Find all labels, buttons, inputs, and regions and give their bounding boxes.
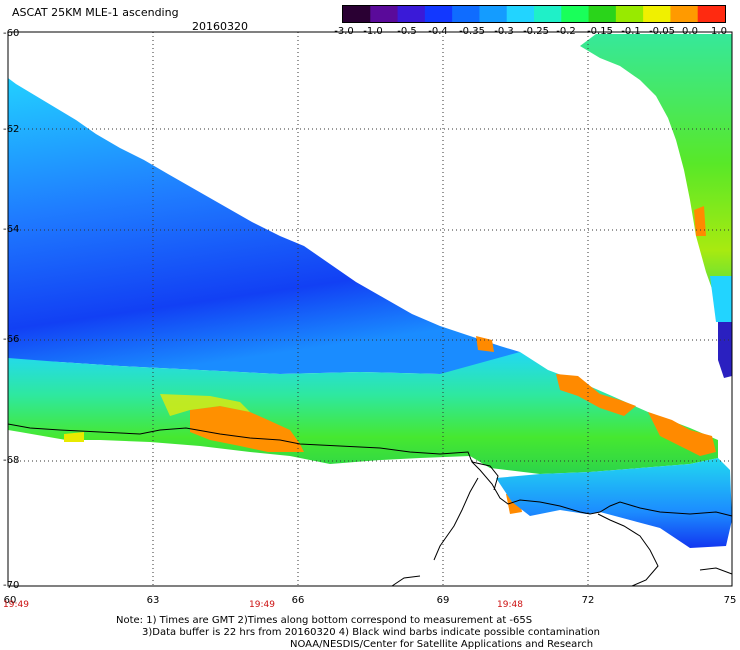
colorbar-swatch bbox=[697, 6, 726, 22]
colorbar-swatch bbox=[397, 6, 426, 22]
time-label: 19:49 bbox=[3, 600, 29, 610]
lon-label: 69 bbox=[436, 595, 450, 606]
swath-blue-region bbox=[8, 78, 520, 374]
swath-right-purple bbox=[718, 322, 732, 378]
swath-right-orange bbox=[694, 206, 706, 236]
colorbar-swatch bbox=[452, 6, 481, 22]
swath-orange-patch bbox=[190, 406, 304, 452]
colorbar-swatch bbox=[343, 6, 371, 22]
map-title: ASCAT 25KM MLE-1 ascending bbox=[12, 6, 179, 19]
lon-label: 72 bbox=[581, 595, 595, 606]
swath-orange-patch bbox=[556, 374, 636, 416]
colorbar-swatch bbox=[370, 6, 399, 22]
coastline bbox=[7, 423, 733, 587]
swath-green-band bbox=[8, 352, 718, 474]
colorbar-swatch bbox=[670, 6, 699, 22]
time-label: 19:48 bbox=[497, 600, 523, 610]
colorbar-swatch bbox=[615, 6, 644, 22]
lat-label: -64 bbox=[3, 224, 20, 235]
colorbar bbox=[342, 5, 726, 23]
footer-credit: NOAA/NESDIS/Center for Satellite Applica… bbox=[290, 639, 594, 650]
graticule bbox=[8, 32, 732, 586]
swath-orange-patch bbox=[648, 412, 716, 456]
swath-lower-right bbox=[496, 458, 732, 548]
lat-label: -68 bbox=[3, 455, 20, 466]
lon-label: 75 bbox=[723, 595, 737, 606]
lat-label: -70 bbox=[3, 580, 20, 591]
swath-yellow-patch bbox=[160, 394, 250, 416]
lon-label: 60 bbox=[3, 595, 17, 606]
footer-note: 3)Data buffer is 22 hrs from 20160320 4)… bbox=[142, 627, 600, 638]
lat-label: -60 bbox=[3, 28, 20, 39]
swath-right-cyan bbox=[710, 276, 732, 322]
plot-frame bbox=[7, 31, 733, 587]
swath-yellow-patch bbox=[64, 432, 84, 442]
footer-note: Note: 1) Times are GMT 2)Times along bot… bbox=[116, 615, 533, 626]
colorbar-swatch bbox=[534, 6, 562, 22]
colorbar-swatch bbox=[506, 6, 535, 22]
colorbar-swatch bbox=[424, 6, 453, 22]
colorbar-swatch bbox=[561, 6, 590, 22]
lat-label: -62 bbox=[3, 124, 20, 135]
lat-label: -66 bbox=[3, 334, 20, 345]
colorbar-swatch bbox=[479, 6, 508, 22]
colorbar-swatch bbox=[643, 6, 672, 22]
time-label: 19:49 bbox=[249, 600, 275, 610]
lon-label: 66 bbox=[291, 595, 305, 606]
swath-orange-patch bbox=[476, 336, 494, 352]
colorbar-swatches bbox=[343, 6, 726, 22]
swath-right-edge bbox=[580, 34, 732, 322]
lon-label: 63 bbox=[146, 595, 160, 606]
map-date: 20160320 bbox=[192, 20, 248, 33]
colorbar-swatch bbox=[588, 6, 617, 22]
